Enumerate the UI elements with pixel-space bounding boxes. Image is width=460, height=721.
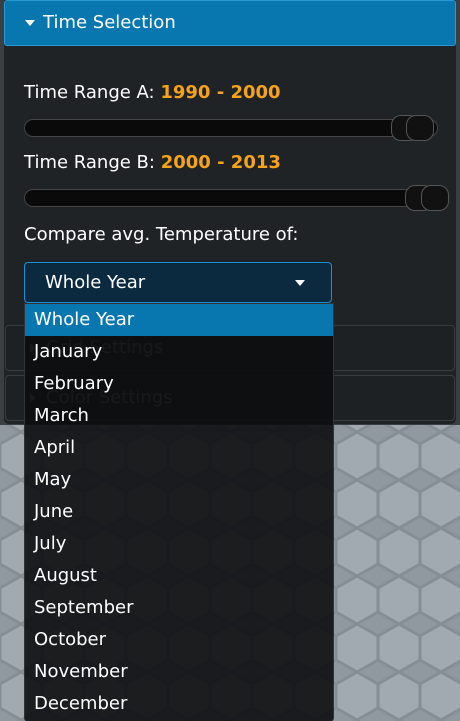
option-text: February bbox=[34, 373, 114, 394]
dropdown-option[interactable]: February bbox=[25, 368, 333, 400]
option-text: January bbox=[34, 341, 103, 362]
dropdown-option[interactable]: September bbox=[25, 592, 333, 624]
dropdown-option[interactable]: April bbox=[25, 432, 333, 464]
panel-header[interactable]: Time Selection bbox=[4, 0, 456, 46]
dropdown-option[interactable]: May bbox=[25, 464, 333, 496]
range-value: 2000 - 2013 bbox=[160, 152, 281, 173]
dropdown-option[interactable]: March bbox=[25, 400, 333, 432]
option-text: August bbox=[34, 565, 97, 586]
option-text: June bbox=[34, 501, 74, 522]
caret bbox=[295, 280, 305, 286]
option-text: May bbox=[34, 469, 72, 490]
dropdown-list: Whole Year January February March April May Ju… bbox=[24, 303, 334, 721]
dropdown-option[interactable]: August bbox=[25, 560, 333, 592]
slider-a[interactable] bbox=[24, 115, 438, 141]
slider-handle[interactable] bbox=[406, 115, 434, 141]
option-text: Whole Year bbox=[34, 309, 135, 330]
panel-title: Time Selection bbox=[43, 12, 176, 33]
dropdown-option[interactable]: October bbox=[25, 624, 333, 656]
range-b-label: Time Range B: 2000 - 2013 bbox=[24, 152, 281, 173]
panel: Time Selection Time Range A: 1990 - 2000… bbox=[4, 0, 456, 424]
select-value: Whole Year bbox=[45, 272, 146, 293]
option-text: December bbox=[34, 693, 128, 714]
dropdown-option[interactable]: December bbox=[25, 688, 333, 720]
select[interactable]: Whole Year bbox=[24, 262, 332, 303]
caret bbox=[25, 20, 35, 26]
label: Time Range B: bbox=[24, 152, 155, 173]
compare-label: Compare avg. Temperature of: bbox=[24, 224, 299, 245]
slider-handle[interactable] bbox=[421, 185, 449, 211]
option-text: October bbox=[34, 629, 107, 650]
label: Time Range A: bbox=[24, 82, 155, 103]
dropdown-option[interactable]: November bbox=[25, 656, 333, 688]
dropdown-option[interactable]: June bbox=[25, 496, 333, 528]
range-a-label: Time Range A: 1990 - 2000 bbox=[24, 82, 281, 103]
option-text: March bbox=[34, 405, 89, 426]
option-text: April bbox=[34, 437, 76, 458]
option-text: November bbox=[34, 661, 128, 682]
option-text: September bbox=[34, 597, 134, 618]
slider-b[interactable] bbox=[24, 185, 449, 211]
dropdown-option[interactable]: Whole Year bbox=[25, 304, 333, 336]
dropdown-option[interactable]: July bbox=[25, 528, 333, 560]
option-text: July bbox=[34, 533, 67, 554]
range-value: 1990 - 2000 bbox=[160, 82, 281, 103]
dropdown-option[interactable]: January bbox=[25, 336, 333, 368]
